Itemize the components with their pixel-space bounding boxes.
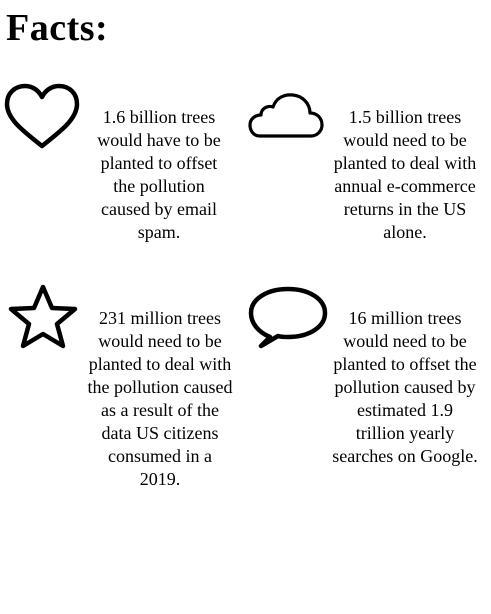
- heart-icon: [4, 82, 80, 152]
- cloud-icon: [248, 92, 324, 140]
- fact-text: 231 million trees would need to be plant…: [87, 308, 233, 489]
- fact-text: 1.5 billion trees would need to be plant…: [333, 107, 477, 242]
- speech-bubble-icon: [248, 286, 328, 350]
- fact-text: 16 million trees would need to be plante…: [332, 308, 478, 466]
- fact-text: 1.6 billion trees would have to be plant…: [97, 107, 221, 242]
- star-icon: [8, 284, 78, 350]
- page-title: Facts:: [6, 7, 109, 49]
